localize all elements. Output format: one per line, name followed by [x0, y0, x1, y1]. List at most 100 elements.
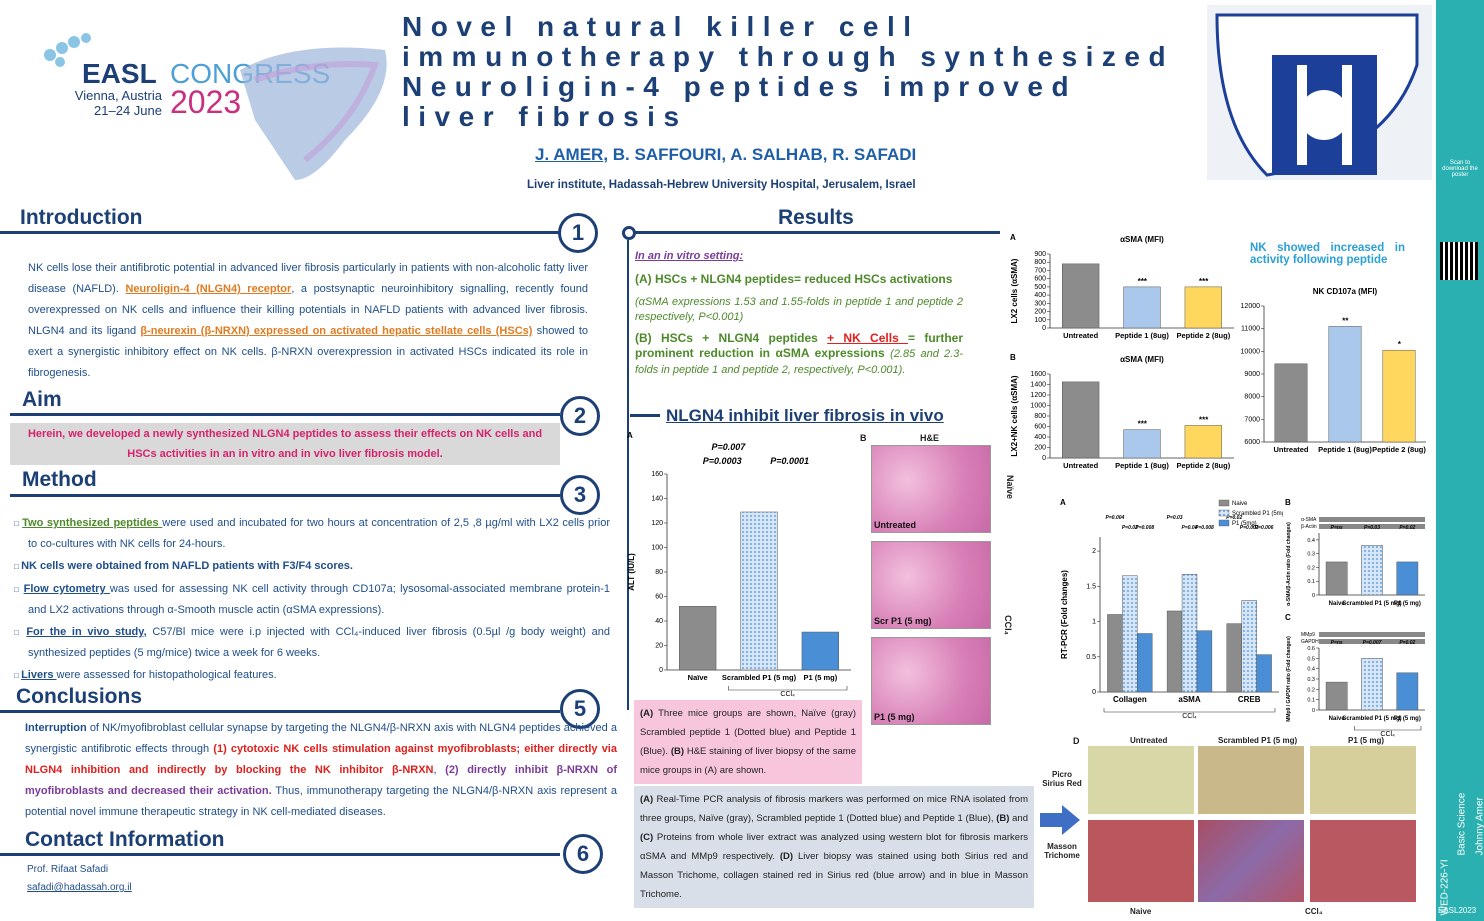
stain-image — [1198, 746, 1304, 814]
y-tick-label: 0.4 — [1307, 667, 1315, 673]
text-run: (1) cytotoxic NK cells stimulation again… — [25, 743, 617, 776]
bar — [1123, 429, 1161, 459]
y-tick-label: 140 — [651, 496, 663, 503]
intro-heading: Introduction — [20, 206, 143, 229]
x-tick-label: CREB — [1238, 695, 1261, 704]
text-run: (D) — [779, 851, 794, 862]
x-tick-label: Peptide 1 (8ug) — [1115, 331, 1169, 340]
text-run: (B) — [670, 746, 685, 757]
y-tick-label: 10000 — [1241, 348, 1261, 355]
sidebar-author: Johnny Amer — [1474, 797, 1484, 856]
invitro-b-text: (B) HSCs + NLGN4 peptides + NK Cells = f… — [635, 331, 963, 360]
column-label: P1 (5 mg) — [1348, 736, 1385, 745]
bar — [1361, 545, 1383, 596]
panel-label: A — [1060, 498, 1066, 507]
y-tick-label: 6000 — [1244, 439, 1260, 446]
text-run: β-neurexin (β-NRXN) expressed on activat… — [140, 325, 533, 337]
bar — [679, 606, 717, 671]
blot-band — [1319, 524, 1425, 529]
bar — [1325, 561, 1348, 596]
y-tick-label: 800 — [1034, 259, 1046, 266]
y-tick-label: 7000 — [1244, 416, 1260, 423]
panel-label: B — [860, 433, 867, 443]
annotation: P=0.004 — [1106, 515, 1125, 521]
method-item: □ For the in vivo study, C57/Bl mice wer… — [14, 622, 610, 663]
bar — [1328, 326, 1362, 443]
method-item: □ NK cells were obtained from NAFLD pati… — [14, 556, 610, 577]
x-tick-label: Scrambled P1 (5 mg) — [1342, 716, 1401, 722]
chart: A ALT (IU/L) 0 20 40 60 80 100 120 140 160 Naïve Scr… — [627, 431, 851, 698]
text-run: NK cells were obtained from NAFLD patien… — [21, 560, 353, 572]
annotation: P=0.04 — [1182, 525, 1198, 531]
rule — [0, 231, 560, 234]
text-run: (A) — [640, 708, 654, 719]
y-tick-label: 0.4 — [1307, 538, 1315, 544]
histology-title: H&E — [920, 433, 940, 443]
chart: A RT-PCR (Fold changes) 0 0.5 1 1.5 2 Collagen a… — [1060, 498, 1283, 720]
annotation: *** — [1199, 277, 1209, 286]
y-axis-label: LX2+NK cells (αSMA) — [1010, 375, 1019, 456]
row-label: Masson Trichome — [1044, 842, 1080, 860]
nk-note: NK showed increased in activity followin… — [1250, 242, 1405, 266]
y-tick-label: 12000 — [1241, 303, 1261, 310]
section-number: 6 — [563, 834, 603, 874]
text-run: Real-Time PCR analysis of fibrosis marke… — [640, 794, 1028, 824]
y-tick-label: 500 — [1034, 284, 1046, 291]
y-tick-label: 600 — [1034, 276, 1046, 283]
x-tick-label: Peptide 1 (8ug) — [1115, 461, 1169, 470]
text-run: , — [433, 764, 446, 776]
bar — [1325, 681, 1348, 711]
band-label: MMp9 — [1301, 632, 1315, 638]
logo-dates: 21–24 June — [94, 103, 162, 118]
bar — [1184, 286, 1222, 329]
blot-band — [1319, 517, 1425, 522]
annotation: P=0.02 — [1226, 515, 1242, 521]
text-run: , a postsynaptic neuroinhibitory signall… — [28, 283, 588, 337]
bar — [801, 631, 839, 671]
y-tick-label: 400 — [1034, 434, 1046, 441]
y-tick-label: 1 — [1092, 619, 1096, 626]
column-label: Scrambled P1 (5 mg) — [1218, 736, 1298, 745]
bar — [1274, 363, 1308, 443]
hospital-logo — [1207, 5, 1432, 180]
y-tick-label: 8000 — [1244, 394, 1260, 401]
method-item: □ Livers were assessed for histopatholog… — [14, 665, 610, 686]
y-axis-label: MMp9 / GAPDH ratio (Fold changes) — [1286, 636, 1292, 722]
chart-title: αSMA (MFI) — [1120, 235, 1164, 244]
bar — [1256, 654, 1272, 693]
liver-graphic — [235, 30, 395, 190]
panel-label: A — [1010, 233, 1016, 242]
contact-email[interactable]: safadi@hadassah.org.il — [27, 882, 132, 893]
y-axis-label: ALT (IU/L) — [627, 553, 636, 591]
x-tick-label: P1 (5 mg) — [1394, 716, 1421, 722]
rule — [0, 710, 560, 713]
text-run: Two synthesized peptides — [22, 517, 163, 529]
y-tick-label: 0 — [1312, 708, 1315, 714]
text-run: (A) — [640, 794, 654, 805]
text-run: C57/Bl mice were i.p injected with CCl₄-… — [28, 626, 610, 659]
histology-label: Scr P1 (5 mg) — [874, 616, 932, 626]
column-label: Untreated — [1130, 736, 1168, 745]
invitro-heading: In an in vitro setting: — [635, 250, 744, 262]
method-list: □ Two synthesized peptides were used and… — [14, 513, 610, 688]
conclusions-text: Interruption of NK/myofibroblast cellula… — [25, 718, 617, 823]
bar — [1181, 574, 1198, 693]
annotation: P=0.0001 — [770, 456, 809, 466]
logo-year: 2023 — [170, 84, 242, 120]
histology-image: P1 (5 mg) — [871, 637, 991, 725]
group-bracket — [1354, 726, 1422, 731]
band-label: α-SMA — [1301, 517, 1317, 523]
connector — [622, 226, 636, 240]
annotation: P=0.02 — [1399, 640, 1415, 646]
y-tick-label: 20 — [655, 643, 663, 650]
y-tick-label: 1000 — [1030, 403, 1046, 410]
y-tick-label: 100 — [1034, 317, 1046, 324]
x-tick-label: Naive — [1329, 601, 1346, 607]
affiliation: Liver institute, Hadassah-Hebrew Univers… — [527, 179, 916, 191]
y-tick-label: 2 — [1092, 548, 1096, 555]
group-label: CCl₄ — [780, 691, 795, 698]
bar — [1123, 286, 1161, 329]
bar — [1137, 633, 1153, 693]
y-tick-label: 0.6 — [1307, 646, 1315, 652]
text-run: NK cells lose their antifibrotic potenti… — [28, 262, 588, 295]
